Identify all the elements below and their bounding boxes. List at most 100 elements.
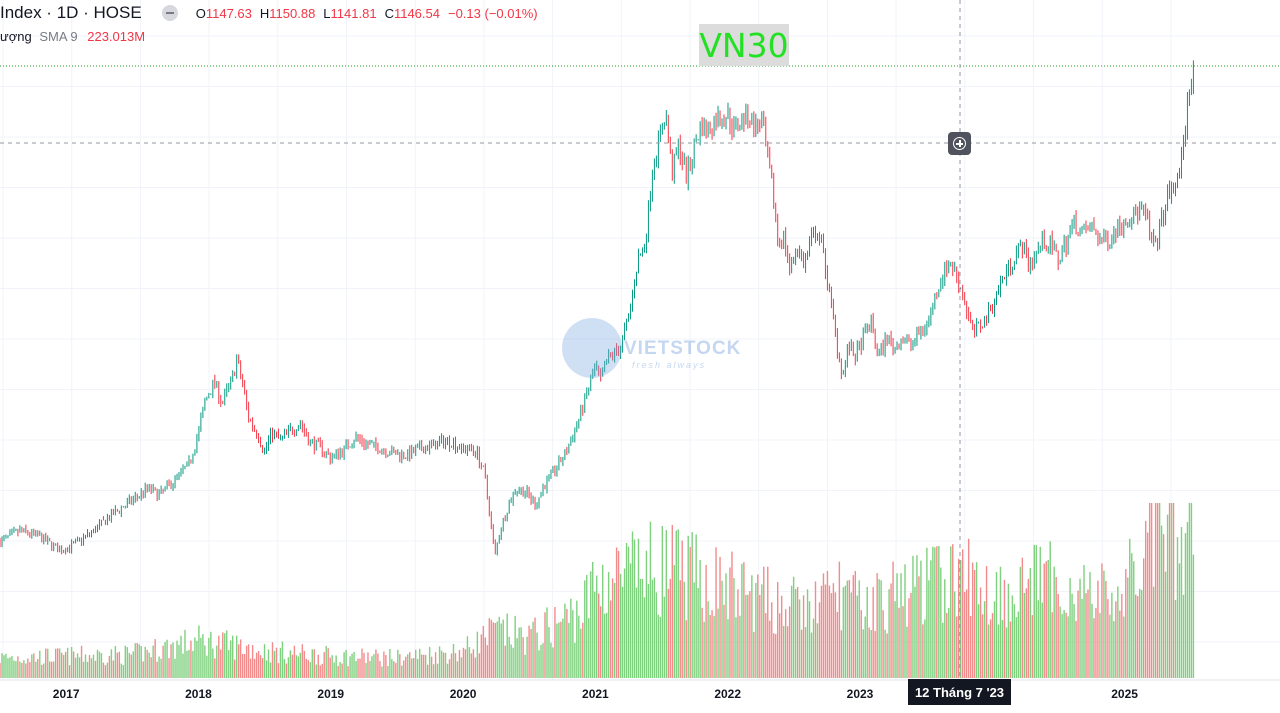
volume-bar [1164,571,1167,678]
volume-bar [751,575,753,678]
volume-bar [1055,576,1057,678]
symbol-title[interactable]: Index · 1D · HOSE [0,3,142,22]
volume-bar [973,569,976,678]
volume-bar [243,654,246,678]
volume-bar [1077,590,1079,678]
volume-bar [1137,596,1139,678]
volume-bar [872,587,874,678]
volume-bar [285,663,288,678]
volume-bar [643,597,646,678]
volume-bar [395,662,397,678]
volume-bar [128,652,130,678]
volume-bar [958,558,960,678]
volume-bar [339,661,341,678]
volume-bar [888,589,890,678]
volume-bar [108,655,111,678]
volume-bar [1174,600,1177,678]
volume-bar [880,580,882,678]
volume-bar [747,594,749,678]
ohlc-high: H1150.88 [259,5,316,21]
volume-bar [1063,610,1065,678]
ohlc-open: O1147.63 [195,5,252,21]
volume-bar [918,576,920,678]
volume-bar [5,653,7,678]
volume-bar [775,634,777,678]
volume-bar [908,598,910,678]
volume-bar [1033,544,1035,678]
volume-bar [19,661,21,678]
volume-bar [424,654,427,678]
volume-bar [826,570,829,678]
volume-bar [961,549,964,678]
volume-bar [13,660,15,678]
volume-bar [1166,514,1169,678]
volume-bar [979,587,982,678]
volume-bar [1121,594,1123,678]
volume-bar [924,619,926,678]
volume-bar [940,567,942,678]
volume-bar [934,547,936,678]
volume-bar [450,653,453,678]
volume-bar [226,630,228,678]
volume-bar [639,578,642,678]
volume-bar [765,613,767,678]
volume-bar [625,542,628,678]
volume-bar [715,547,717,678]
volume-bar [393,661,395,678]
volume-bar [1057,593,1059,678]
volume-bar [397,649,399,678]
volume-bar [303,650,306,678]
volume-bar [526,636,528,678]
volume-bar [816,623,819,678]
volume-bar [170,644,172,678]
volume-bar [737,589,739,678]
volume-bar [820,585,823,678]
volume-bar [212,648,214,678]
volume-bar [186,650,188,678]
volume-bar [500,623,502,678]
volume-bar [1085,593,1087,678]
volume-bar [965,589,968,678]
volume-bar [317,654,319,678]
crosshair-add-button[interactable] [948,132,971,155]
volume-bar [154,639,156,678]
volume-bar [542,643,544,678]
volume-bar [723,604,725,678]
volume-bar [1049,541,1051,678]
volume-bar [333,662,335,678]
volume-bar [237,644,240,678]
volume-bar [657,614,660,678]
volume-bar [1101,563,1103,678]
volume-bar [814,581,817,678]
volume-bar [1083,565,1085,678]
volume-bar [993,601,996,678]
volume-bar [1095,608,1097,678]
collapse-legend-icon[interactable] [161,5,178,21]
volume-bar [508,636,510,678]
volume-bar [671,524,673,678]
volume-bar [230,640,232,678]
volume-bar [548,627,550,678]
volume-bar [214,658,216,678]
volume-bar [35,661,37,678]
volume-bar [494,622,496,678]
volume-bar [904,564,906,678]
volume-bar [1105,580,1107,678]
volume-bar [1144,520,1147,678]
volume-bar [472,649,475,678]
volume-label[interactable]: ượng [0,29,32,44]
volume-bar [138,644,140,678]
volume-bar [460,657,463,678]
volume-bar [1015,617,1018,678]
volume-bar [323,652,325,678]
volume-bar [721,580,723,678]
volume-bar [900,573,902,678]
volume-bar [399,654,401,678]
volume-bar [568,622,570,678]
volume-bar [619,573,622,678]
volume-bar [281,641,284,678]
volume-bar [512,647,514,678]
volume-bar [150,657,152,678]
volume-bar [1127,577,1129,678]
